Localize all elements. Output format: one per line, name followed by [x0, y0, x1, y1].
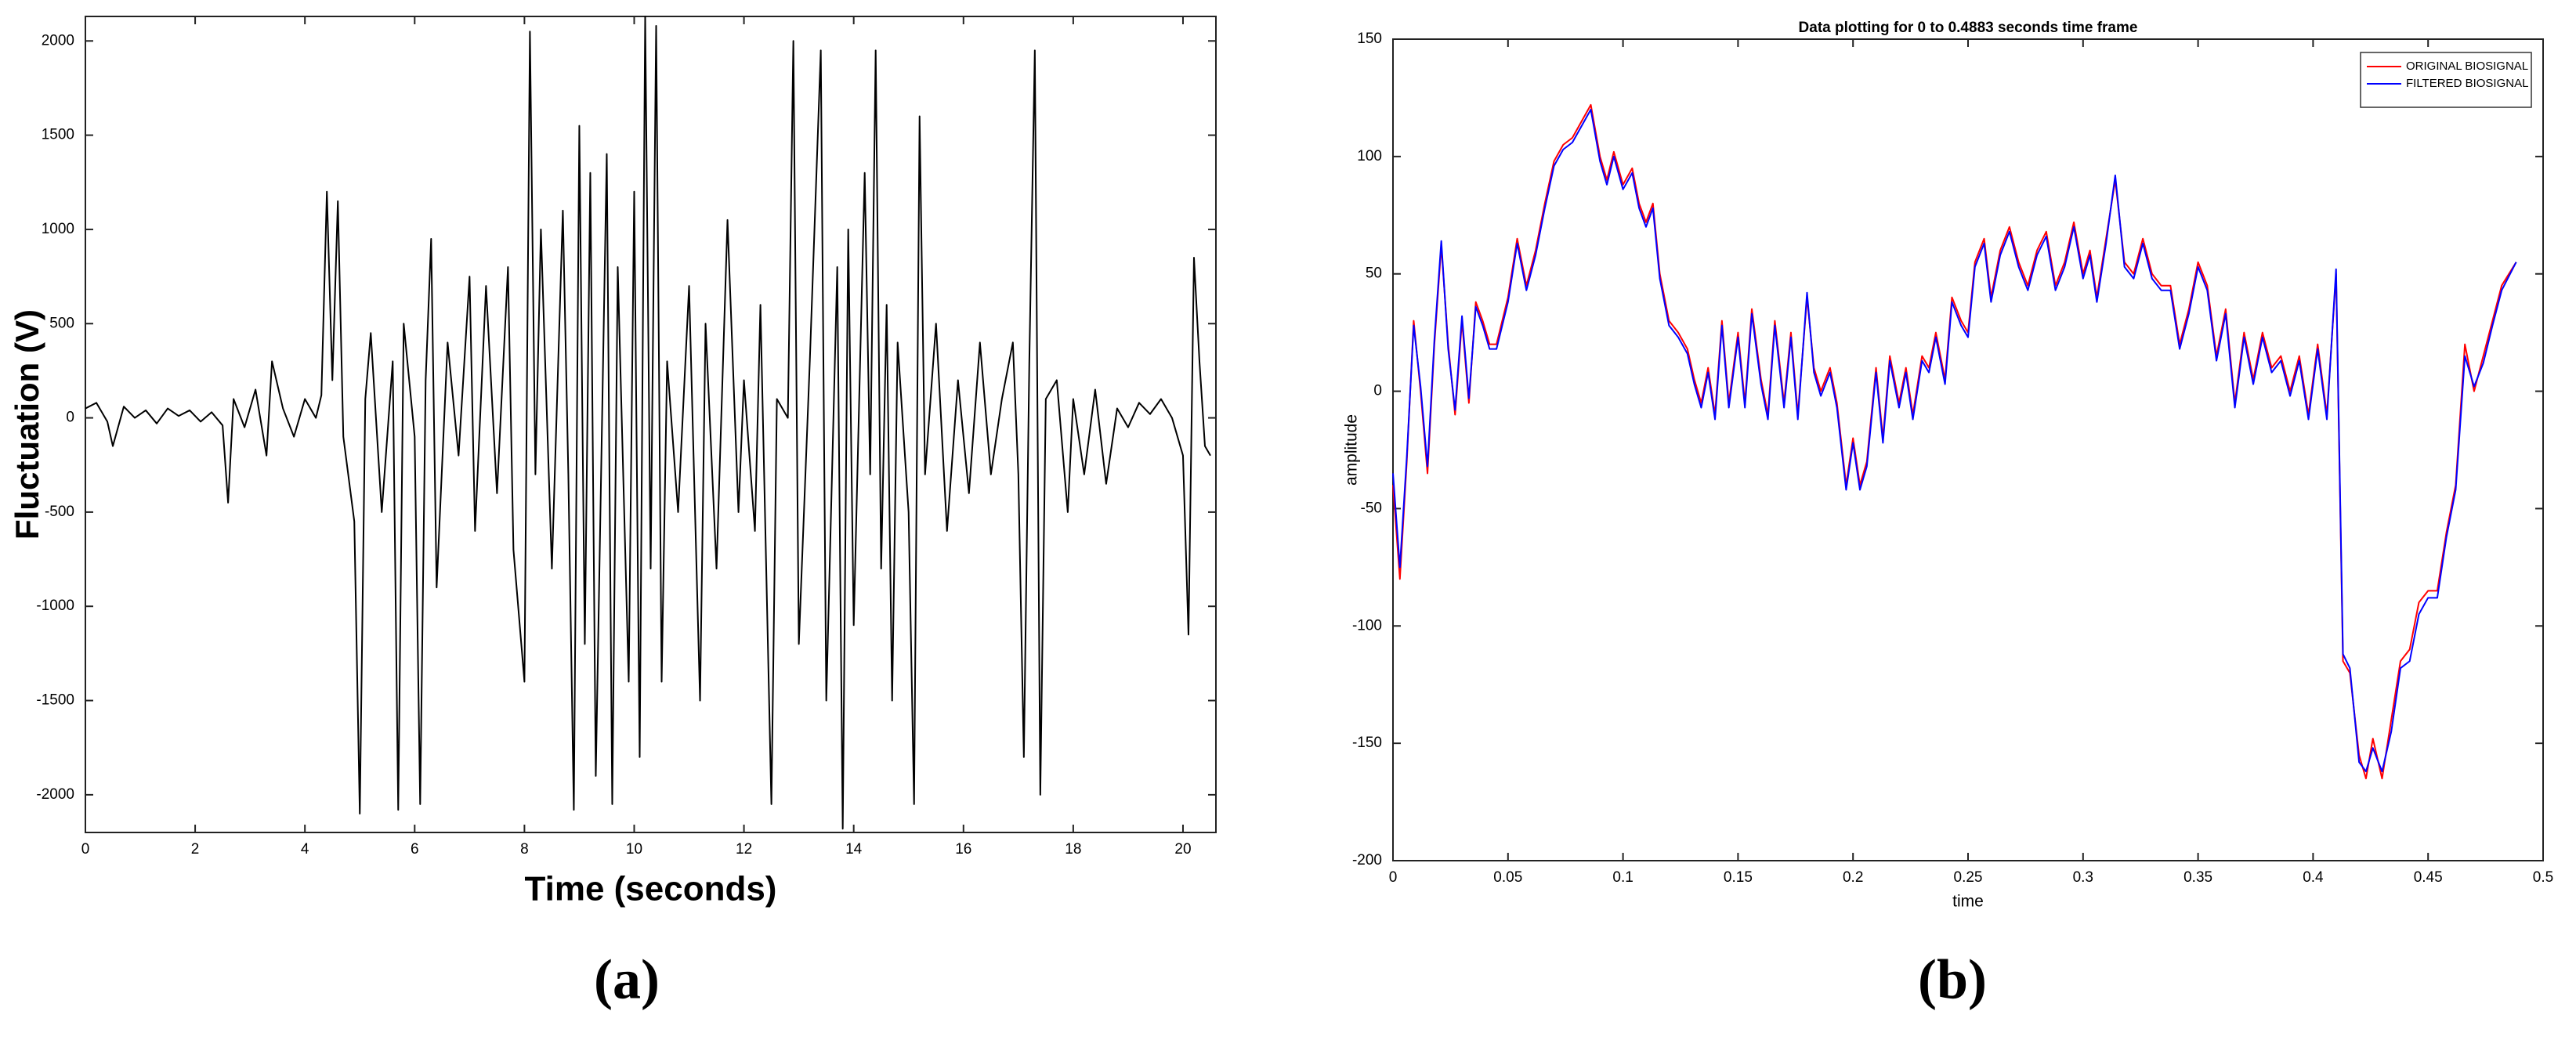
legend-label: ORIGINAL BIOSIGNAL	[2406, 60, 2528, 73]
y-tick-label: -200	[1352, 852, 1382, 868]
x-tick-label: 0.05	[1493, 869, 1522, 886]
x-tick-label: 12	[736, 841, 752, 858]
x-tick-label: 0	[1389, 869, 1398, 886]
x-tick-label: 0.2	[1843, 869, 1863, 886]
x-tick-label: 20	[1174, 841, 1191, 858]
x-tick-label: 4	[301, 841, 309, 858]
y-tick-label: -500	[45, 504, 74, 520]
y-tick-label: -50	[1361, 500, 1382, 516]
x-tick-label: 2	[191, 841, 200, 858]
data-line	[85, 16, 1211, 830]
x-tick-label: 0.1	[1612, 869, 1633, 886]
y-tick-label: 150	[1357, 31, 1382, 47]
x-tick-label: 0	[81, 841, 90, 858]
x-tick-label: 14	[845, 841, 863, 858]
x-tick-label: 0.35	[2183, 869, 2212, 886]
y-tick-label: -2000	[36, 786, 74, 803]
y-axis-label: amplitude	[1343, 414, 1361, 486]
x-tick-label: 10	[626, 841, 642, 858]
x-axis-label: Time (seconds)	[525, 870, 777, 908]
panel-caption: (b)	[1918, 948, 1987, 1011]
y-tick-label: 0	[66, 410, 74, 426]
y-tick-label: 0	[1373, 383, 1382, 399]
x-tick-label: 0.4	[2303, 869, 2324, 886]
plot-frame	[85, 16, 1217, 833]
y-tick-label: -100	[1352, 617, 1382, 634]
plot-frame	[1392, 38, 2544, 861]
panel-caption: (a)	[594, 948, 660, 1011]
legend-box	[2360, 52, 2532, 108]
y-tick-label: 1000	[42, 221, 74, 237]
y-tick-label: -1000	[36, 598, 74, 614]
y-tick-label: 500	[49, 315, 74, 331]
y-tick-label: 100	[1357, 148, 1382, 164]
chart-title: Data plotting for 0 to 0.4883 seconds ti…	[1799, 20, 2138, 36]
y-axis-label: Fluctuation (V)	[9, 309, 45, 540]
data-line	[1392, 108, 2517, 773]
x-tick-label: 0.3	[2073, 869, 2093, 886]
y-tick-label: 2000	[42, 32, 74, 49]
x-tick-label: 0.15	[1724, 869, 1753, 886]
x-tick-label: 16	[955, 841, 971, 858]
y-tick-label: -1500	[36, 692, 74, 709]
y-tick-label: 50	[1366, 265, 1382, 282]
legend-label: FILTERED BIOSIGNAL	[2406, 77, 2528, 90]
x-tick-label: 0.45	[2414, 869, 2443, 886]
x-tick-label: 0.25	[1954, 869, 1983, 886]
y-tick-label: -150	[1352, 735, 1382, 751]
x-tick-label: 6	[411, 841, 419, 858]
y-tick-label: 1500	[42, 127, 74, 143]
x-tick-label: 0.5	[2533, 869, 2553, 886]
x-axis-label: time	[1952, 893, 1984, 911]
x-tick-label: 8	[520, 841, 529, 858]
x-tick-label: 18	[1065, 841, 1081, 858]
data-line	[1392, 103, 2517, 780]
